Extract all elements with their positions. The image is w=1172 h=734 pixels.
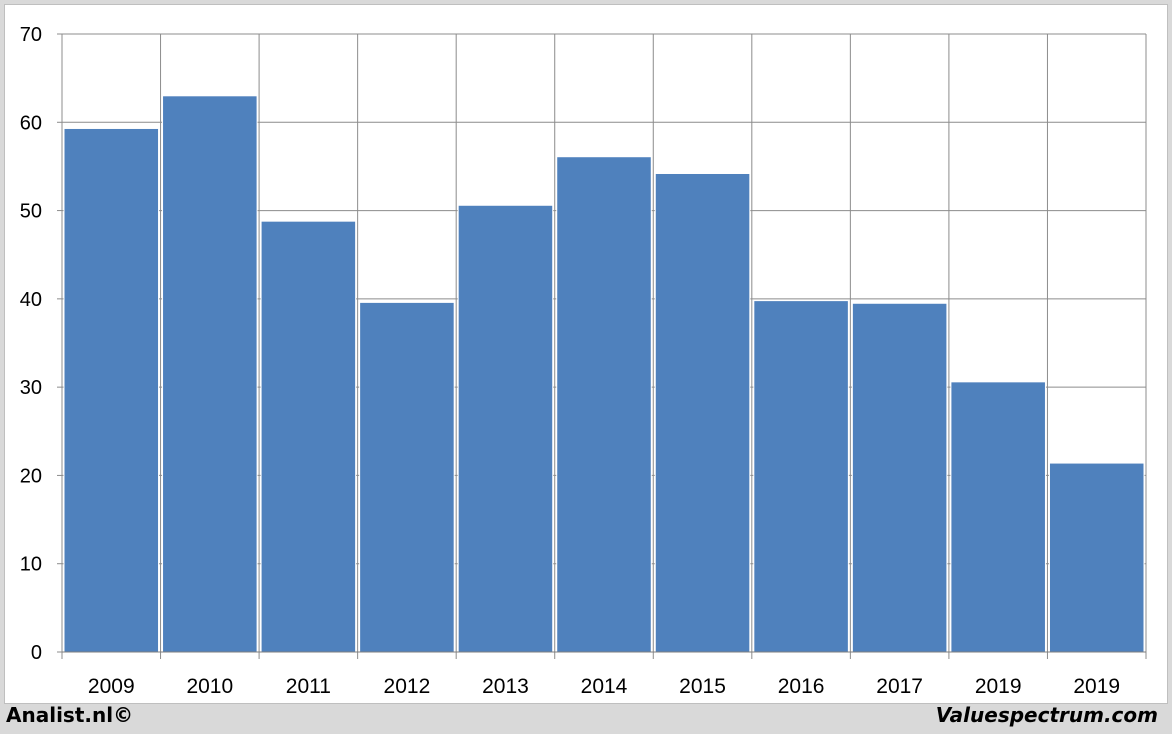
y-tick-label: 10 bbox=[20, 554, 42, 576]
x-tick-label: 2014 bbox=[581, 675, 628, 698]
y-tick-label: 0 bbox=[31, 642, 42, 664]
footer-left-credit: Analist.nl© bbox=[6, 703, 134, 727]
bar bbox=[63, 127, 160, 653]
x-tick-label: 2011 bbox=[286, 675, 331, 698]
bar bbox=[162, 95, 258, 653]
bar bbox=[556, 156, 652, 653]
x-tick-label: 2019 bbox=[975, 675, 1022, 698]
bar bbox=[753, 300, 849, 653]
x-tick-label: 2019 bbox=[1073, 675, 1120, 698]
chart-panel: 0 10 20 30 40 50 60 70 2009 2010 2011 2012 2013 2014 2… bbox=[4, 4, 1168, 704]
y-tick-label: 20 bbox=[20, 465, 42, 487]
y-tick-label: 60 bbox=[20, 112, 42, 134]
x-tick-label: 2016 bbox=[778, 675, 825, 698]
x-tick-label: 2012 bbox=[384, 675, 431, 698]
bar bbox=[260, 220, 357, 653]
bar bbox=[654, 172, 751, 653]
x-tick-label: 2009 bbox=[88, 675, 135, 698]
y-tick-label: 30 bbox=[20, 377, 42, 399]
footer-right-credit: Valuespectrum.com bbox=[935, 703, 1158, 727]
bar bbox=[950, 381, 1046, 653]
bar-chart: 0 10 20 30 40 50 60 70 2009 2010 2011 2012 2013 2014 2… bbox=[20, 24, 1147, 698]
y-tick-label: 40 bbox=[20, 289, 42, 311]
x-tick-label: 2013 bbox=[482, 675, 529, 698]
x-tick-label: 2010 bbox=[186, 675, 233, 698]
bar bbox=[457, 204, 554, 653]
x-tick-label: 2017 bbox=[876, 675, 923, 698]
x-tick-label: 2015 bbox=[679, 675, 726, 698]
y-tick-label: 50 bbox=[20, 201, 42, 223]
y-tick-label: 70 bbox=[20, 24, 42, 46]
bar bbox=[359, 301, 455, 653]
bar bbox=[1048, 462, 1145, 653]
bar bbox=[851, 302, 948, 653]
